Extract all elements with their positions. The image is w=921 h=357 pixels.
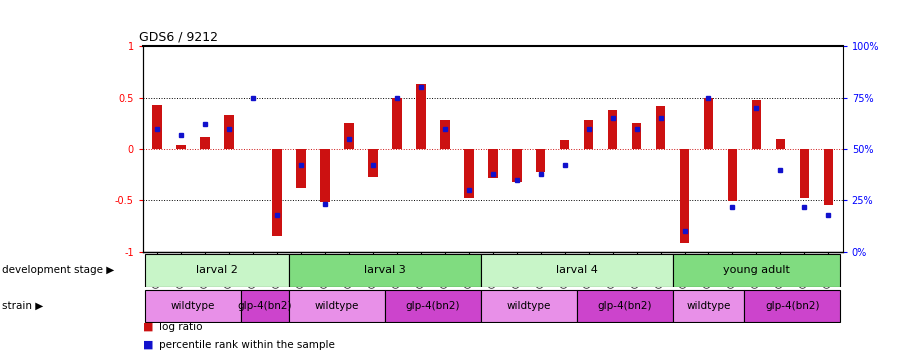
Bar bbox=[672, 254, 840, 287]
Bar bbox=[775, 139, 786, 149]
Bar bbox=[321, 149, 330, 202]
Bar bbox=[385, 290, 481, 322]
Bar bbox=[799, 149, 810, 198]
Bar bbox=[152, 105, 162, 149]
Text: glp-4(bn2): glp-4(bn2) bbox=[598, 301, 652, 311]
Text: percentile rank within the sample: percentile rank within the sample bbox=[159, 340, 335, 350]
Text: wildtype: wildtype bbox=[171, 301, 216, 311]
Bar bbox=[584, 120, 593, 149]
Bar bbox=[728, 149, 737, 201]
Bar bbox=[392, 98, 402, 149]
Text: GDS6 / 9212: GDS6 / 9212 bbox=[139, 31, 218, 44]
Text: larval 2: larval 2 bbox=[196, 265, 238, 276]
Text: wildtype: wildtype bbox=[507, 301, 551, 311]
Bar bbox=[823, 149, 834, 206]
Bar bbox=[224, 115, 234, 149]
Bar bbox=[176, 145, 186, 149]
Bar bbox=[297, 149, 306, 188]
Text: wildtype: wildtype bbox=[686, 301, 730, 311]
Bar bbox=[440, 120, 449, 149]
Bar bbox=[146, 254, 289, 287]
Bar bbox=[608, 110, 617, 149]
Bar bbox=[512, 149, 521, 182]
Bar bbox=[632, 124, 641, 149]
Bar bbox=[416, 84, 426, 149]
Text: glp-4(bn2): glp-4(bn2) bbox=[238, 301, 292, 311]
Bar bbox=[481, 254, 672, 287]
Bar bbox=[368, 149, 378, 177]
Bar bbox=[289, 290, 385, 322]
Text: log ratio: log ratio bbox=[159, 322, 203, 332]
Bar bbox=[680, 149, 689, 243]
Bar bbox=[241, 290, 289, 322]
Bar bbox=[560, 140, 569, 149]
Text: young adult: young adult bbox=[723, 265, 790, 276]
Text: ■: ■ bbox=[143, 322, 157, 332]
Text: glp-4(bn2): glp-4(bn2) bbox=[765, 301, 820, 311]
Bar bbox=[752, 100, 762, 149]
Text: larval 3: larval 3 bbox=[364, 265, 406, 276]
Bar bbox=[656, 106, 665, 149]
Bar bbox=[289, 254, 481, 287]
Bar bbox=[672, 290, 744, 322]
Text: strain ▶: strain ▶ bbox=[2, 301, 43, 311]
Bar bbox=[200, 137, 210, 149]
Bar bbox=[146, 290, 241, 322]
Bar bbox=[577, 290, 672, 322]
Text: development stage ▶: development stage ▶ bbox=[2, 265, 114, 276]
Bar bbox=[744, 290, 840, 322]
Bar bbox=[344, 124, 354, 149]
Bar bbox=[536, 149, 545, 172]
Bar bbox=[481, 290, 577, 322]
Bar bbox=[704, 98, 713, 149]
Bar bbox=[464, 149, 473, 198]
Text: wildtype: wildtype bbox=[315, 301, 359, 311]
Bar bbox=[273, 149, 282, 236]
Text: ■: ■ bbox=[143, 340, 157, 350]
Text: glp-4(bn2): glp-4(bn2) bbox=[405, 301, 460, 311]
Bar bbox=[488, 149, 497, 178]
Text: larval 4: larval 4 bbox=[555, 265, 598, 276]
